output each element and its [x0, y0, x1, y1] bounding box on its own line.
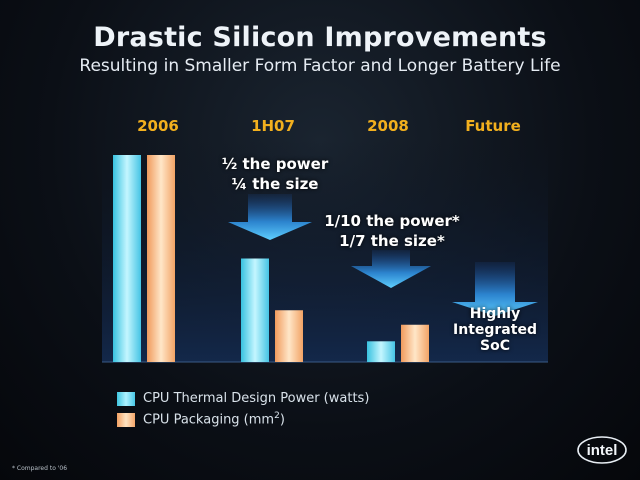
page-subtitle: Resulting in Smaller Form Factor and Lon… — [79, 56, 561, 76]
bar-packaging-2006 — [147, 155, 175, 362]
annotation-future-line-1: Highly — [469, 306, 521, 322]
arrow-2008 — [351, 250, 431, 288]
chart-panel — [102, 138, 548, 362]
svg-text:intel: intel — [587, 442, 618, 459]
period-label-1h07: 1H07 — [251, 117, 295, 135]
period-label-2008: 2008 — [367, 117, 409, 135]
bar-packaging-1h07 — [275, 310, 303, 362]
legend-swatch-packaging — [117, 412, 135, 427]
bar-power-2008 — [367, 341, 395, 362]
arrow-future — [452, 262, 538, 316]
annotation-2008-line-2: 1/7 the size* — [339, 232, 445, 250]
legend-item-power: CPU Thermal Design Power (watts) — [117, 391, 369, 406]
bar-packaging-2008 — [401, 324, 429, 362]
intel-logo: intel — [577, 436, 627, 464]
legend-item-packaging: CPU Packaging (mm2) — [117, 411, 285, 427]
annotation-future-line-3: SoC — [480, 338, 510, 354]
annotation-1h07-line-1: ½ the power — [221, 155, 329, 173]
legend-label-packaging-sup: 2 — [274, 411, 280, 421]
bar-power-2006 — [113, 155, 141, 362]
period-label-2006: 2006 — [137, 117, 179, 135]
footnote: * Compared to '06 — [12, 465, 68, 472]
annotation-future: Highly Integrated SoC — [445, 306, 545, 354]
legend-swatch-power — [117, 391, 135, 406]
period-label-future: Future — [465, 117, 521, 135]
annotation-2008: 1/10 the power* 1/7 the size* — [312, 211, 472, 251]
annotation-future-line-2: Integrated — [453, 322, 537, 338]
page-title: Drastic Silicon Improvements — [93, 22, 547, 53]
annotation-1h07: ½ the power ¼ the size — [205, 154, 345, 194]
arrow-1h07 — [228, 194, 312, 240]
legend-label-packaging: CPU Packaging (mm — [143, 412, 275, 428]
bar-power-1h07 — [241, 258, 269, 362]
annotation-2008-line-1: 1/10 the power* — [324, 212, 460, 230]
annotation-1h07-line-2: ¼ the size — [231, 175, 319, 193]
legend-label-packaging-tail: ) — [279, 412, 285, 428]
legend-label-power: CPU Thermal Design Power (watts) — [143, 391, 370, 406]
